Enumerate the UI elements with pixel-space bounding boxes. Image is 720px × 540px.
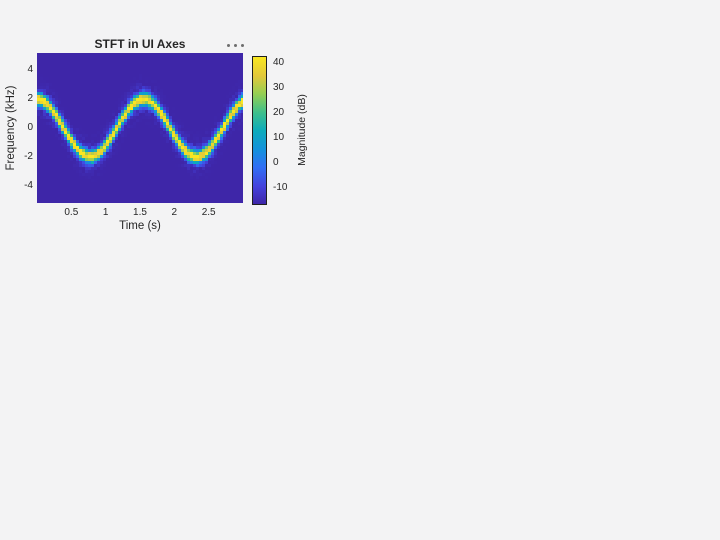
colorbar-tick-label: 20	[273, 107, 285, 119]
colorbar-tick-label: 10	[273, 131, 285, 143]
y-tick-label: -2	[24, 150, 33, 162]
colorbar	[252, 56, 267, 205]
x-axis-label: Time (s)	[119, 220, 161, 232]
ellipsis-dot-icon	[233, 43, 237, 47]
y-tick-label: 2	[27, 93, 33, 105]
x-tick-label: 0.5	[64, 207, 79, 218]
x-tick-label: 2	[171, 207, 178, 218]
ellipsis-dot-icon	[240, 43, 244, 47]
colorbar-tick-label: -10	[273, 181, 288, 193]
colorbar-tick-label: 0	[273, 156, 279, 168]
y-tick-label: 4	[27, 64, 33, 76]
axes-toolbar-ellipsis-icon[interactable]	[223, 40, 247, 50]
colorbar-tick-label: 40	[273, 57, 285, 69]
x-tick-label: 1	[102, 207, 109, 218]
x-tick-label: 1.5	[133, 207, 147, 218]
y-tick-label: -4	[24, 179, 33, 191]
x-tick-label: 2.5	[201, 207, 216, 218]
spectrogram-heatmap	[37, 53, 243, 203]
colorbar-label: Magnitude (dB)	[296, 94, 308, 166]
y-tick-label: 0	[27, 122, 33, 133]
plot-title: STFT in UI Axes	[94, 37, 186, 51]
colorbar-tick-label: 30	[273, 82, 285, 94]
ellipsis-dot-icon	[226, 43, 230, 47]
